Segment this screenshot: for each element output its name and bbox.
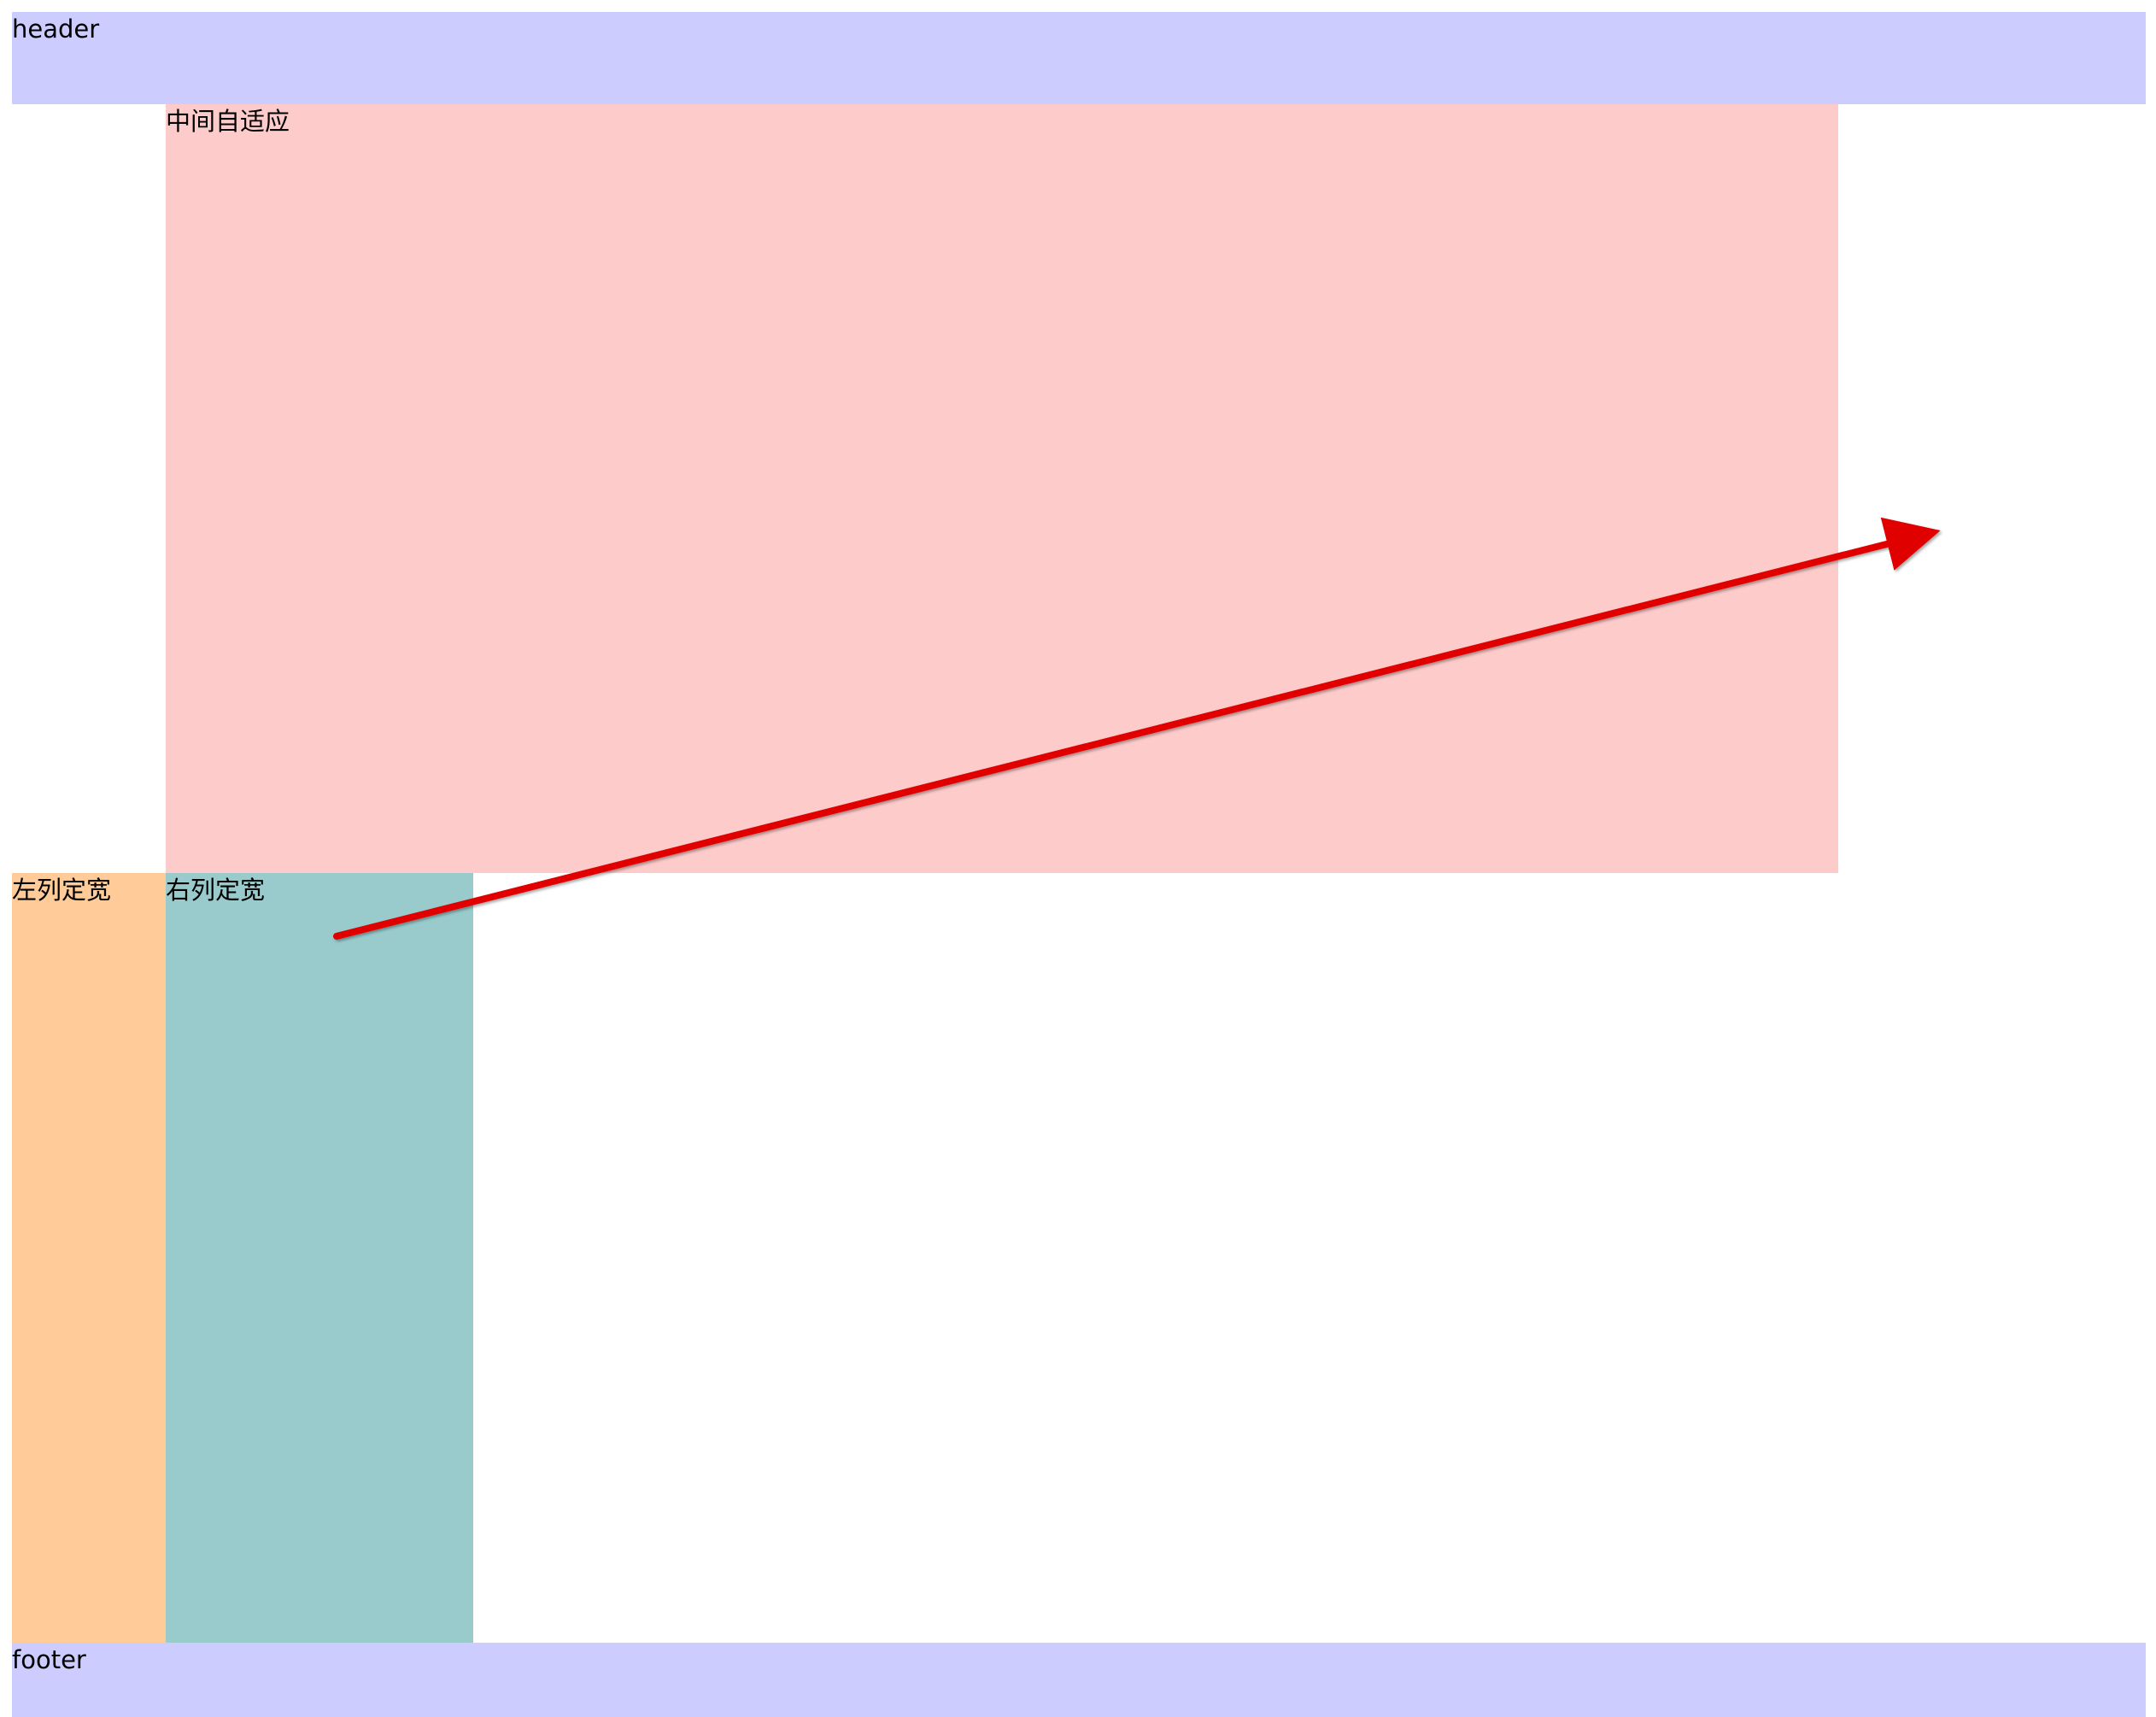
header-block: header [12, 12, 2146, 104]
left-fixed-column: 左列定宽 [12, 873, 166, 1643]
footer-label: footer [12, 1645, 86, 1674]
header-label: header [12, 15, 100, 44]
left-column-label: 左列定宽 [12, 876, 112, 905]
right-fixed-column: 右列定宽 [166, 873, 473, 1643]
right-column-label: 右列定宽 [166, 876, 266, 905]
center-adaptive-block: 中间自适应 [166, 104, 1838, 873]
center-label: 中间自适应 [166, 107, 290, 136]
footer-block: footer [12, 1643, 2146, 1717]
